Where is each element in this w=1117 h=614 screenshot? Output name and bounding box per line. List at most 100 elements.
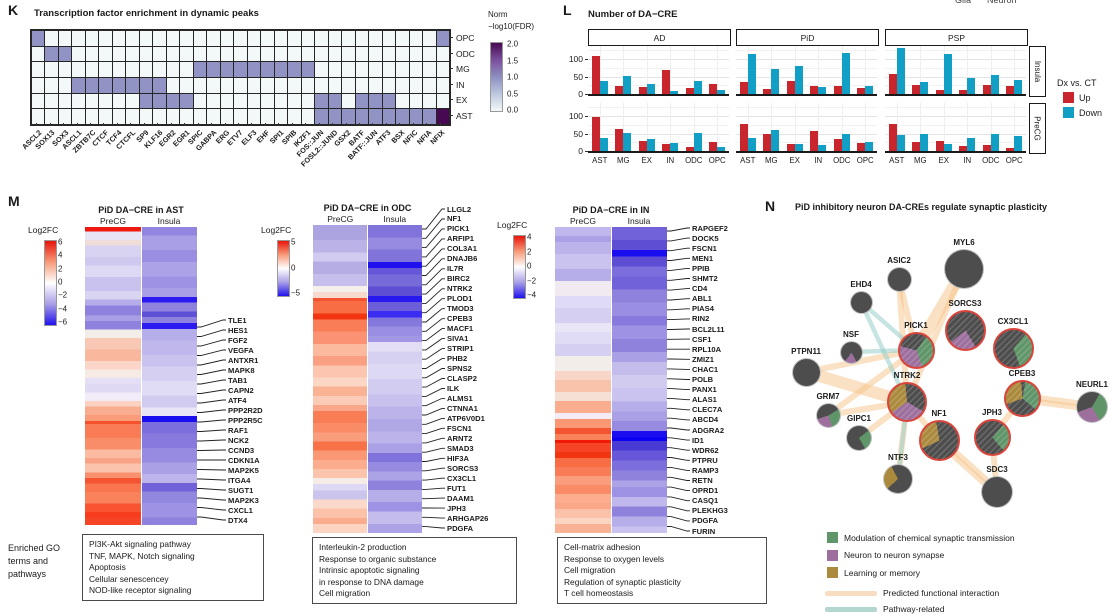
k-cell bbox=[45, 109, 57, 124]
x-tick-label: EX bbox=[642, 156, 652, 165]
x-axis-line bbox=[736, 94, 877, 96]
k-cell bbox=[59, 31, 71, 46]
row-strip-Insula: Insula bbox=[1029, 46, 1046, 97]
k-col-tick bbox=[292, 123, 293, 126]
m-colorbar-tick: 5 bbox=[291, 238, 295, 247]
gene-label: NCK2 bbox=[228, 436, 249, 445]
node-hatch-overlay bbox=[976, 421, 1009, 454]
network-node-JPH3 bbox=[974, 419, 1011, 456]
panel-k: K Transcription factor enrichment in dyn… bbox=[0, 0, 560, 185]
bar-up bbox=[787, 81, 795, 94]
gene-label: SUGT1 bbox=[228, 486, 253, 495]
k-cell bbox=[153, 62, 165, 77]
k-cell bbox=[180, 109, 192, 124]
bar-panel-PSP-PreCG bbox=[885, 103, 1026, 151]
node-label-SDC3: SDC3 bbox=[986, 465, 1007, 474]
gene-label: SIVA1 bbox=[447, 334, 468, 343]
k-cell bbox=[167, 109, 179, 124]
bar-down bbox=[818, 87, 826, 94]
k-legend-tick: 1.0 bbox=[507, 73, 518, 82]
k-cell bbox=[315, 78, 327, 93]
bar-down bbox=[647, 84, 655, 94]
k-col-tick bbox=[332, 123, 333, 126]
k-col-tick bbox=[426, 123, 427, 126]
k-cell bbox=[261, 78, 273, 93]
k-cell bbox=[32, 78, 44, 93]
gridline bbox=[885, 68, 1026, 69]
gridline bbox=[885, 77, 1026, 78]
k-cell bbox=[288, 109, 300, 124]
m-colorbar-tick: 6 bbox=[58, 238, 62, 247]
gene-label: MAP2K5 bbox=[228, 466, 259, 475]
gene-label: NF1 bbox=[447, 214, 461, 223]
leader-line bbox=[667, 458, 690, 461]
go-term: TNF, MAPK, Notch signaling bbox=[89, 551, 257, 563]
k-cell bbox=[383, 109, 395, 124]
bar-up bbox=[740, 82, 748, 94]
k-cell bbox=[234, 94, 246, 109]
leader-line bbox=[422, 369, 445, 378]
k-cell bbox=[45, 47, 57, 62]
go-term: Interleukin-2 production bbox=[319, 542, 510, 554]
gridline bbox=[588, 125, 729, 126]
k-legend-title-1: Norm bbox=[488, 10, 508, 19]
go-term: Response to organic substance bbox=[319, 554, 510, 566]
k-cell bbox=[180, 94, 192, 109]
bar-panel-PSP-Insula bbox=[885, 46, 1026, 94]
k-cell bbox=[207, 47, 219, 62]
k-cell bbox=[167, 78, 179, 93]
gridline bbox=[588, 134, 729, 135]
k-cell bbox=[221, 31, 233, 46]
bar-down bbox=[865, 86, 873, 94]
k-cell bbox=[248, 78, 260, 93]
leader-line bbox=[667, 248, 690, 251]
x-tick-label: AST bbox=[889, 156, 904, 165]
k-cell bbox=[396, 31, 408, 46]
leader-line bbox=[422, 359, 445, 369]
m-colorbar-tick: 4 bbox=[58, 251, 62, 260]
k-col-tick bbox=[372, 123, 373, 126]
k-row-tick bbox=[449, 37, 453, 38]
gene-label: ABCD4 bbox=[692, 415, 718, 424]
k-cell bbox=[302, 78, 314, 93]
k-cell bbox=[396, 109, 408, 124]
gridline bbox=[736, 116, 877, 117]
m-colorbar-label: Log2FC bbox=[261, 225, 291, 235]
legend-swatch-gold bbox=[827, 567, 838, 578]
l-legend-up: Up bbox=[1063, 92, 1091, 103]
k-row-label: OPC bbox=[456, 33, 474, 43]
k-cell bbox=[32, 62, 44, 77]
gene-label: CTNNA1 bbox=[447, 404, 478, 413]
m-col-header: PreCG bbox=[85, 216, 141, 226]
k-cell bbox=[248, 94, 260, 109]
k-col-tick bbox=[130, 123, 131, 126]
bar-down bbox=[897, 48, 905, 94]
panel-k-letter: K bbox=[8, 2, 18, 18]
k-cell bbox=[302, 109, 314, 124]
down-swatch bbox=[1063, 107, 1074, 118]
k-cell bbox=[140, 31, 152, 46]
gridline bbox=[736, 85, 877, 86]
k-cell bbox=[113, 109, 125, 124]
gene-leader-lines bbox=[197, 205, 226, 545]
k-cell bbox=[342, 109, 354, 124]
m-colorbar-tick: −4 bbox=[58, 304, 67, 313]
n-legend-line-item: Pathway-related bbox=[825, 604, 944, 614]
leader-line bbox=[197, 450, 226, 451]
bar-down bbox=[795, 144, 803, 151]
bar-up bbox=[912, 142, 920, 151]
leader-line bbox=[422, 259, 445, 276]
k-cell bbox=[383, 31, 395, 46]
gene-leader-lines bbox=[422, 205, 445, 545]
go-term: Cell-matrix adhesion bbox=[564, 542, 760, 554]
m-col-header: Insula bbox=[141, 216, 197, 226]
node-label-CX3CL1: CX3CL1 bbox=[998, 317, 1029, 326]
k-cell bbox=[194, 47, 206, 62]
x-tick-label: ODC bbox=[833, 156, 850, 165]
gene-label: ALAS1 bbox=[692, 395, 717, 404]
m-heatmap-col-insula bbox=[142, 227, 198, 525]
k-cell bbox=[288, 78, 300, 93]
gene-label: DNAJB6 bbox=[447, 254, 477, 263]
leader-line bbox=[667, 299, 690, 300]
